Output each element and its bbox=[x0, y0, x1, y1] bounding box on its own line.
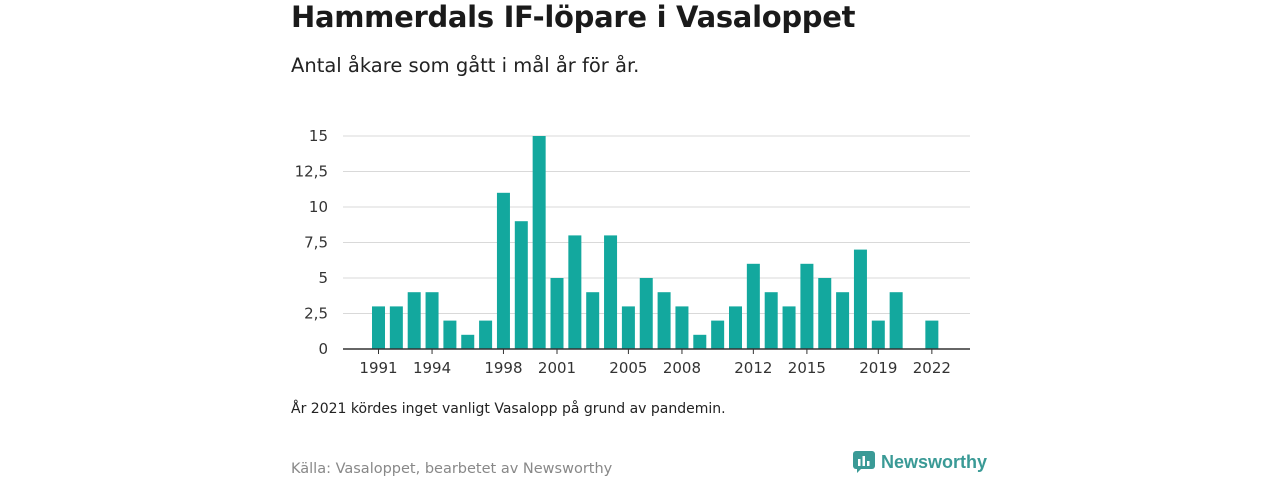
newsworthy-logo-icon bbox=[853, 451, 875, 473]
x-tick-label: 1991 bbox=[359, 359, 397, 377]
bar bbox=[889, 292, 903, 349]
y-tick-label: 5 bbox=[318, 269, 328, 287]
bar bbox=[925, 320, 939, 349]
bar bbox=[764, 292, 778, 349]
bar bbox=[621, 306, 635, 349]
bar bbox=[782, 306, 796, 349]
brand-name: Newsworthy bbox=[881, 451, 988, 472]
bar bbox=[836, 292, 850, 349]
bar bbox=[746, 263, 760, 349]
x-tick-label: 2008 bbox=[663, 359, 701, 377]
chart-subtitle: Antal åkare som gått i mål år för år. bbox=[291, 54, 640, 77]
x-tick-label: 2005 bbox=[609, 359, 647, 377]
y-tick-label: 0 bbox=[318, 340, 328, 358]
bar bbox=[729, 306, 742, 349]
bar bbox=[443, 320, 457, 349]
bar bbox=[853, 249, 867, 349]
bar bbox=[818, 278, 832, 349]
bar bbox=[639, 278, 653, 349]
bar bbox=[479, 320, 493, 349]
bar bbox=[800, 263, 814, 349]
bar bbox=[389, 306, 403, 349]
bar bbox=[586, 292, 600, 349]
brand-logo[interactable]: Newsworthy bbox=[853, 451, 987, 473]
chart-note: År 2021 kördes inget vanligt Vasalopp på… bbox=[291, 401, 726, 417]
source-text: Källa: Vasaloppet, bearbetet av Newswort… bbox=[291, 461, 613, 477]
chart-title: Hammerdals IF-löpare i Vasaloppet bbox=[291, 0, 856, 34]
bar bbox=[532, 136, 546, 349]
bar bbox=[568, 235, 582, 349]
bar bbox=[657, 292, 671, 349]
bar bbox=[514, 221, 528, 349]
x-tick-label: 2022 bbox=[913, 359, 951, 377]
x-tick-label: 1994 bbox=[413, 359, 451, 377]
bar bbox=[711, 320, 725, 349]
x-tick-label: 2001 bbox=[538, 359, 576, 377]
bar bbox=[675, 306, 689, 349]
y-tick-label: 7,5 bbox=[304, 234, 328, 252]
bar bbox=[372, 306, 385, 349]
bar bbox=[604, 235, 618, 349]
x-tick-label: 2012 bbox=[734, 359, 772, 377]
bar bbox=[407, 292, 421, 349]
x-tick-label: 2019 bbox=[859, 359, 897, 377]
y-tick-label: 2,5 bbox=[304, 305, 328, 323]
x-tick-label: 1998 bbox=[484, 359, 522, 377]
bar bbox=[550, 278, 564, 349]
x-tick-label: 2015 bbox=[788, 359, 826, 377]
y-tick-label: 15 bbox=[309, 127, 328, 145]
y-tick-label: 10 bbox=[309, 198, 328, 216]
y-tick-label: 12,5 bbox=[295, 163, 328, 181]
bar bbox=[871, 320, 885, 349]
bar bbox=[496, 192, 510, 349]
bar bbox=[693, 334, 707, 349]
bar bbox=[425, 292, 439, 349]
bar bbox=[461, 334, 475, 349]
